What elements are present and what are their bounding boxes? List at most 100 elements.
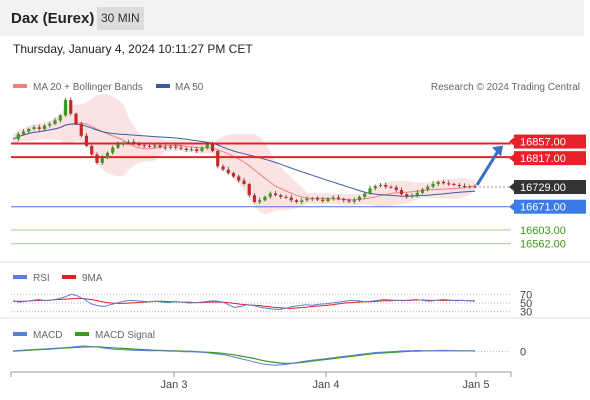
candle-body xyxy=(237,176,241,181)
candle-body xyxy=(189,149,194,151)
candle-body xyxy=(100,157,104,163)
candle-body xyxy=(210,144,215,152)
ma50-line xyxy=(12,123,476,197)
candle-body xyxy=(137,143,141,146)
macd-line xyxy=(12,345,476,366)
resistance-tag-1-bg xyxy=(514,134,586,149)
resistance-tag-2-pointer xyxy=(509,154,514,163)
projection-arrow-head xyxy=(492,145,503,157)
candle-body xyxy=(58,115,62,121)
candle-body xyxy=(326,198,330,201)
candle-body xyxy=(342,198,346,201)
candle-body xyxy=(226,169,230,174)
candle-body xyxy=(357,196,362,201)
rsi-legend-label: RSI xyxy=(33,273,50,284)
candle-body xyxy=(121,142,125,145)
resistance-tag-2: 16817.00 xyxy=(520,153,566,165)
macd-signal-legend-label: MACD Signal xyxy=(95,330,155,341)
candle-body xyxy=(247,183,251,196)
candlesticks xyxy=(16,97,477,205)
support-tag-1: 16603.00 xyxy=(520,225,566,237)
rsi-legend-swatch xyxy=(13,275,27,279)
candle-body xyxy=(336,197,341,199)
candle-body xyxy=(378,184,383,187)
candle-body xyxy=(21,131,26,135)
candle-body xyxy=(242,180,246,184)
candle-body xyxy=(462,186,467,188)
time-axis-ticks: Jan 3 Jan 4 Jan 5 xyxy=(10,372,512,391)
candle-body xyxy=(153,145,157,147)
candle-body xyxy=(284,196,288,198)
time-axis-label: Jan 4 xyxy=(313,379,340,391)
research-credit: Research © 2024 Trading Central xyxy=(431,82,580,93)
candle-body xyxy=(216,151,220,167)
candle-body xyxy=(373,186,377,189)
candle-body xyxy=(436,181,440,184)
candle-body xyxy=(347,200,351,202)
current-price-tag-bg xyxy=(514,180,586,195)
candle-body xyxy=(415,192,419,196)
macd-legend-swatch xyxy=(13,332,27,336)
ma50-level-tag: 16671.00 xyxy=(520,202,566,214)
interval-button[interactable]: 30 MIN xyxy=(97,7,144,30)
candle-body xyxy=(95,154,99,163)
candle-body xyxy=(147,145,152,147)
candle-body xyxy=(405,194,409,197)
candle-body xyxy=(63,100,68,116)
candle-body xyxy=(163,147,167,149)
candle-body xyxy=(310,198,314,200)
candle-body xyxy=(389,186,393,188)
rsi-tick-label: 70 xyxy=(520,289,532,301)
resistance-tag-2-bg xyxy=(514,151,586,166)
candle-body xyxy=(279,195,283,197)
candle-body xyxy=(447,183,451,185)
candle-body xyxy=(142,145,146,147)
candle-body xyxy=(195,149,199,152)
candle-body xyxy=(273,193,278,196)
candle-body xyxy=(205,144,209,148)
candle-body xyxy=(473,186,477,188)
instrument-title: Dax (Eurex) xyxy=(11,10,95,27)
candle-body xyxy=(116,144,120,148)
candle-body xyxy=(179,147,183,149)
candle-body xyxy=(126,141,131,143)
candle-body xyxy=(431,183,435,187)
candle-body xyxy=(441,181,446,184)
candle-body xyxy=(331,197,335,199)
ma50-level-tag-pointer xyxy=(509,202,514,211)
candle-body xyxy=(16,134,20,140)
candle-body xyxy=(268,193,272,197)
candle-body xyxy=(420,189,425,193)
candle-body xyxy=(300,200,304,202)
candle-body xyxy=(410,195,414,197)
rsi-ma-legend-label: 9MA xyxy=(82,273,103,284)
current-price-tag-pointer xyxy=(509,183,514,192)
ma20-line xyxy=(12,122,476,201)
moving-averages xyxy=(12,122,476,201)
price-levels xyxy=(11,142,511,245)
candle-body xyxy=(399,190,404,195)
candle-body xyxy=(32,127,36,129)
candle-body xyxy=(27,128,31,132)
candle-body xyxy=(384,184,388,187)
resistance-tag-1-pointer xyxy=(509,137,514,146)
ma50-level-tag-bg xyxy=(514,199,586,214)
candle-body xyxy=(363,193,367,197)
macd-panel: 0 xyxy=(12,345,526,366)
projection-arrow-shaft xyxy=(475,148,501,186)
candle-body xyxy=(132,141,136,144)
macd-legend-label: MACD xyxy=(33,330,62,341)
candle-body xyxy=(368,188,372,194)
candle-body xyxy=(105,152,110,158)
candle-body xyxy=(90,145,94,155)
candle-body xyxy=(252,195,257,202)
support-tag-2: 16562.00 xyxy=(520,239,566,251)
candle-body xyxy=(468,186,472,188)
rsi-line xyxy=(12,293,476,311)
time-axis-label: Jan 5 xyxy=(463,379,490,391)
macd-signal-legend-swatch xyxy=(75,332,89,336)
candle-body xyxy=(48,123,52,126)
candle-body xyxy=(315,198,320,200)
candle-body xyxy=(231,173,236,177)
